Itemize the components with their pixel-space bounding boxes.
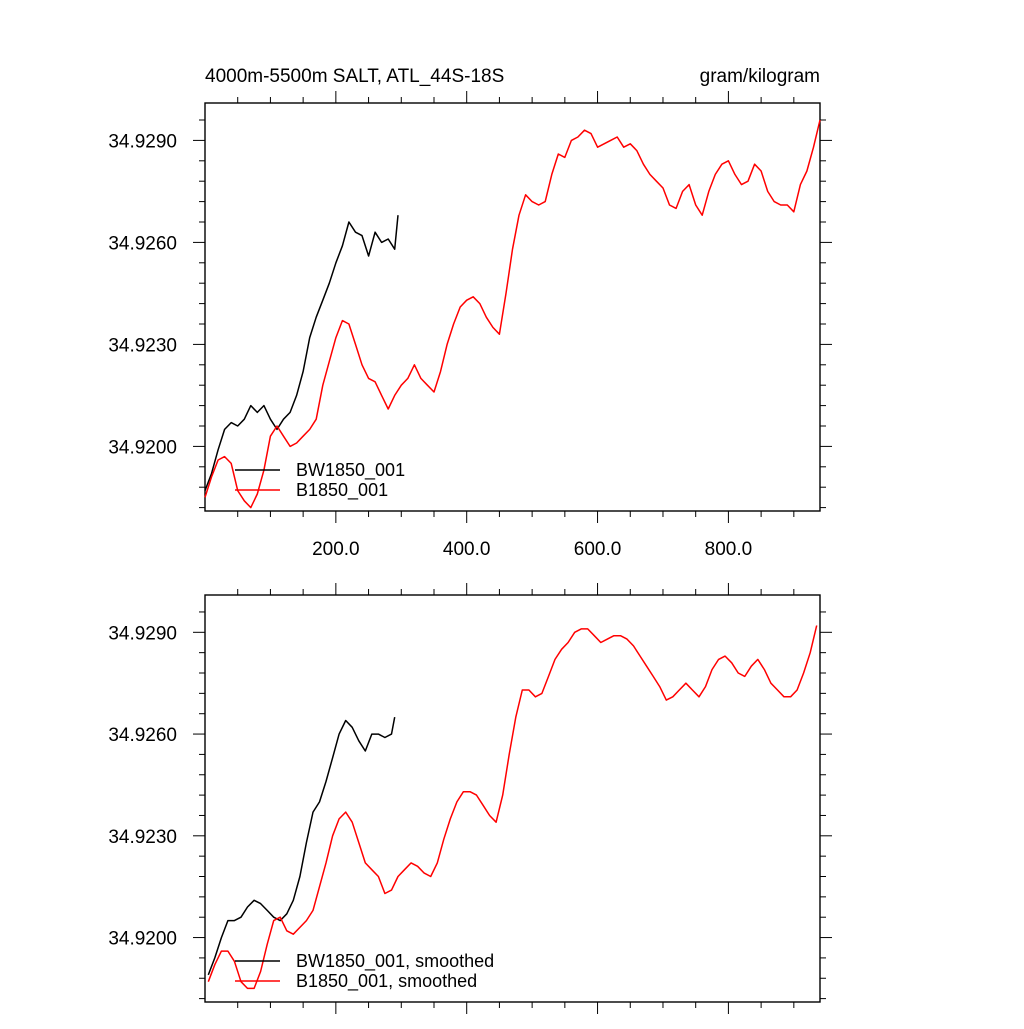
- legend-label: B1850_001: [296, 480, 388, 501]
- series-line-b1850: [207, 625, 818, 990]
- y-tick-label: 34.9290: [108, 131, 177, 152]
- chart-units: gram/kilogram: [700, 66, 820, 87]
- x-tick-label: 800.0: [705, 539, 753, 560]
- y-tick-label: 34.9260: [108, 233, 177, 254]
- chart-panel-2: 34.9200 34.9230 34.9260 34.9290 BW1850_001, …: [108, 583, 832, 1014]
- legend-label: BW1850_001: [296, 460, 405, 481]
- legend-label: BW1850_001, smoothed: [296, 951, 494, 972]
- y-tick-label: 34.9200: [108, 437, 177, 458]
- y-tick-label: 34.9200: [108, 929, 177, 950]
- y-tick-label: 34.9290: [108, 623, 177, 644]
- chart-title: 4000m-5500m SALT, ATL_44S-18S: [205, 66, 504, 87]
- series-line-bw1850: [207, 716, 396, 976]
- chart-panel-1: 200.0 400.0 600.0 800.0 34.9200 34.9230 34.926…: [108, 91, 832, 560]
- x-tick-label: 600.0: [574, 539, 622, 560]
- y-tick-label: 34.9260: [108, 725, 177, 746]
- legend-label: B1850_001, smoothed: [296, 971, 477, 992]
- plot-frame: [204, 594, 821, 1003]
- y-tick-label: 34.9230: [108, 827, 177, 848]
- x-tick-label: 400.0: [443, 539, 491, 560]
- series-line-b1850: [204, 119, 821, 509]
- series-line-bw1850: [204, 215, 399, 491]
- y-tick-label: 34.9230: [108, 335, 177, 356]
- x-tick-label: 200.0: [312, 539, 360, 560]
- plot-frame: [204, 102, 821, 512]
